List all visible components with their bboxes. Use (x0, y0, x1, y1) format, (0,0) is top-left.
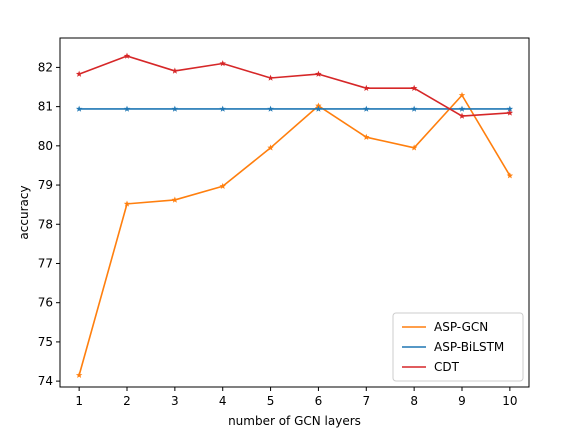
data-point-cdt (171, 67, 179, 74)
y-tick-label: 81 (38, 100, 53, 114)
data-point-cdt (363, 84, 370, 91)
data-point-asp-bilstm (75, 105, 83, 112)
x-tick-label: 7 (362, 394, 370, 408)
data-point-cdt (506, 109, 514, 116)
data-point-asp-bilstm (267, 105, 274, 112)
data-point-cdt (219, 60, 226, 67)
data-point-asp-gcn (506, 172, 514, 179)
data-point-asp-gcn (410, 144, 418, 151)
y-tick-label: 74 (38, 374, 53, 388)
data-point-asp-gcn (267, 144, 274, 151)
x-tick-label: 4 (219, 394, 227, 408)
legend-label: ASP-BiLSTM (434, 340, 504, 354)
data-point-cdt (315, 70, 322, 77)
y-tick-label: 78 (38, 217, 53, 231)
y-tick-label: 80 (38, 139, 53, 153)
x-tick-label: 6 (315, 394, 323, 408)
data-point-asp-bilstm (219, 105, 226, 112)
data-point-asp-gcn (363, 133, 370, 140)
x-tick-label: 5 (267, 394, 275, 408)
y-axis: 74 75 76 77 78 79 80 81 82 (38, 60, 60, 388)
series-line-asp-gcn (78, 94, 511, 376)
series-line-cdt (78, 55, 510, 117)
x-axis: 1 2 3 4 5 6 7 8 9 10 (75, 387, 517, 408)
data-point-asp-bilstm (458, 105, 466, 112)
data-point-asp-gcn (219, 182, 226, 189)
x-tick-label: 10 (502, 394, 517, 408)
y-tick-label: 82 (38, 60, 53, 74)
data-point-asp-bilstm (506, 105, 514, 112)
y-axis-label: accuracy (17, 185, 31, 239)
x-tick-label: 3 (171, 394, 179, 408)
x-tick-label: 8 (410, 394, 418, 408)
data-point-cdt (123, 52, 131, 59)
data-point-asp-gcn (75, 371, 83, 378)
data-point-asp-gcn (458, 91, 466, 98)
y-tick-label: 75 (38, 335, 53, 349)
data-point-asp-bilstm (363, 105, 370, 112)
legend-label: ASP-GCN (434, 320, 488, 334)
data-point-cdt (458, 112, 466, 119)
data-point-cdt (75, 70, 83, 77)
data-point-asp-bilstm (315, 105, 322, 112)
x-tick-label: 9 (458, 394, 466, 408)
legend-box (392, 312, 524, 382)
data-point-asp-bilstm (123, 105, 131, 112)
data-point-asp-gcn (315, 102, 322, 109)
data-point-asp-gcn (171, 196, 179, 203)
x-tick-label: 2 (123, 394, 131, 408)
legend-label: CDT (434, 360, 460, 374)
data-point-asp-gcn (123, 200, 131, 207)
x-tick-label: 1 (75, 394, 83, 408)
x-axis-label: number of GCN layers (228, 414, 361, 428)
y-tick-label: 76 (38, 296, 53, 310)
data-point-cdt (267, 74, 274, 81)
y-tick-label: 79 (38, 178, 53, 192)
data-point-cdt (410, 84, 418, 91)
y-tick-label: 77 (38, 256, 53, 270)
plot-frame (59, 37, 530, 388)
data-point-asp-bilstm (410, 105, 418, 112)
legend: ASP-GCN ASP-BiLSTM CDT (392, 312, 524, 382)
data-point-asp-bilstm (171, 105, 179, 112)
series-layer (75, 52, 514, 378)
